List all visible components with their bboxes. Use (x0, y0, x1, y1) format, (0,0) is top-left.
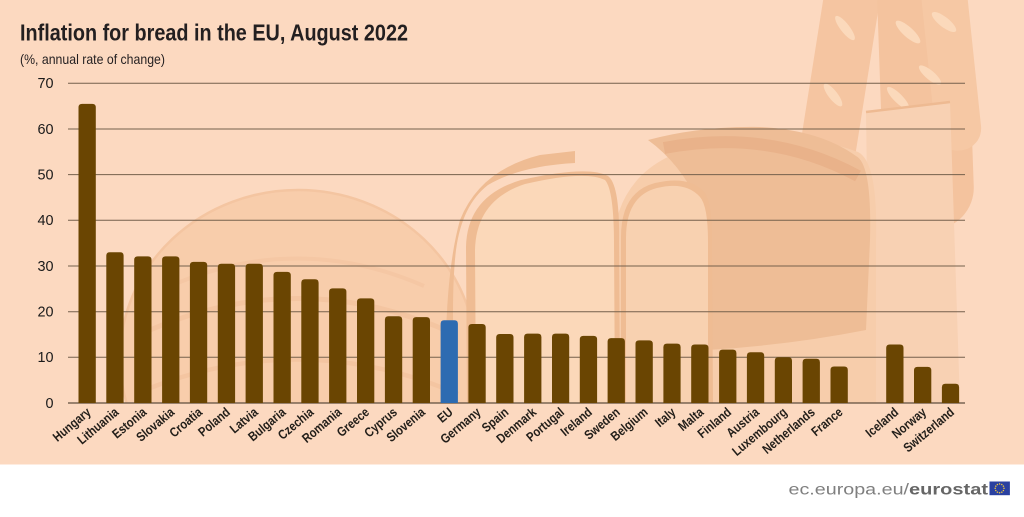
svg-text:20: 20 (37, 305, 53, 321)
svg-text:Inflation for bread in the EU,: Inflation for bread in the EU, August 20… (20, 20, 408, 46)
svg-text:30: 30 (37, 259, 53, 275)
svg-text:50: 50 (37, 167, 53, 183)
svg-text:eurostat: eurostat (909, 482, 988, 499)
svg-text:0: 0 (45, 396, 53, 412)
svg-text:60: 60 (37, 122, 53, 138)
svg-text:40: 40 (37, 213, 53, 229)
svg-text:ec.europa.eu/: ec.europa.eu/ (789, 482, 910, 499)
svg-text:(%, annual rate of change): (%, annual rate of change) (20, 52, 165, 67)
svg-text:10: 10 (37, 350, 53, 366)
svg-text:70: 70 (37, 76, 53, 92)
